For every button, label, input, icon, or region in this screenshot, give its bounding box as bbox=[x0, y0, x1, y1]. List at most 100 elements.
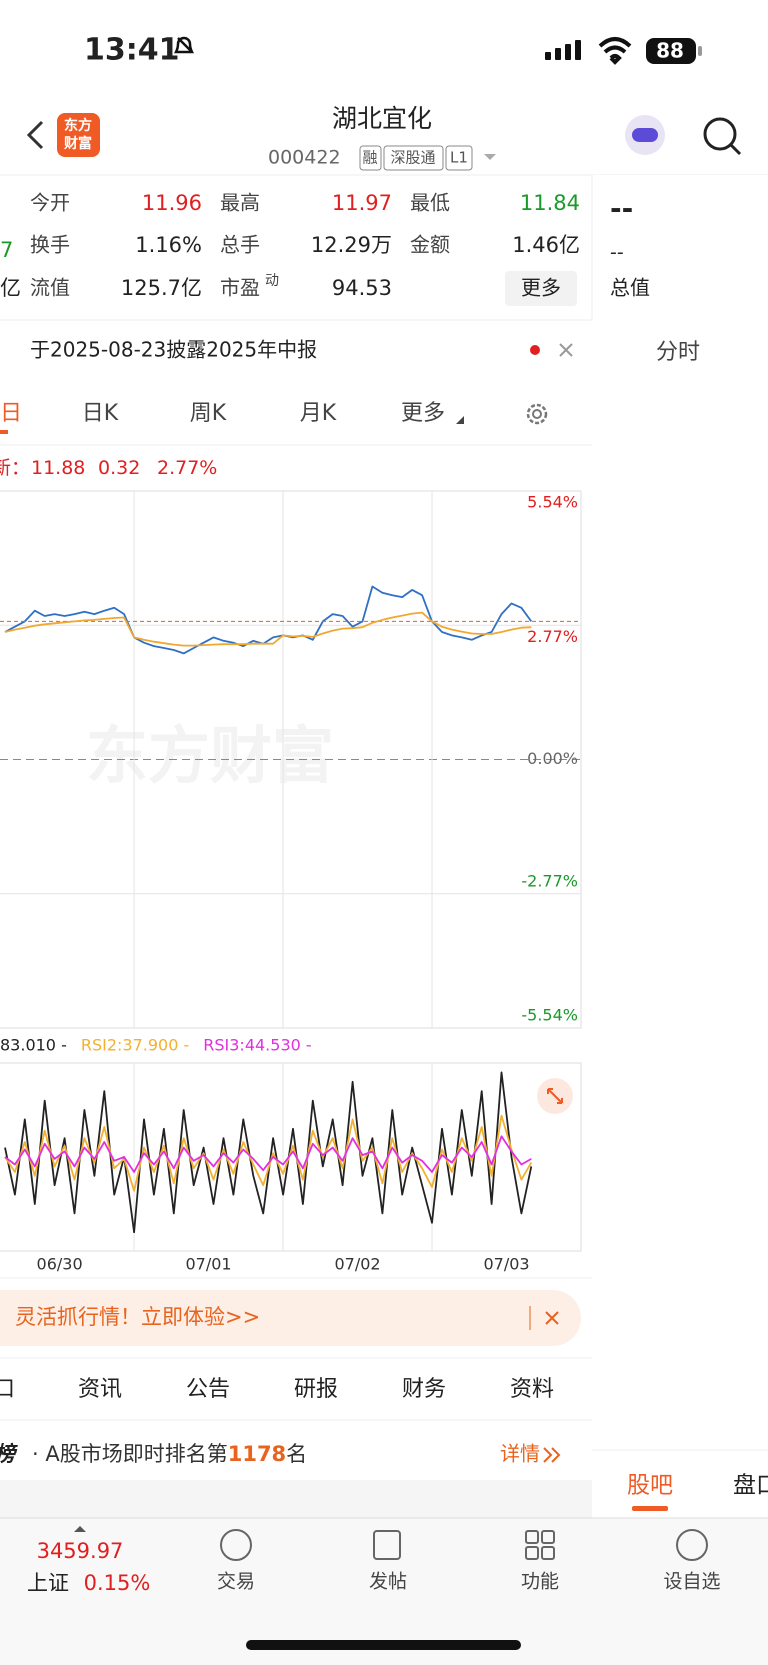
home-indicator bbox=[246, 1640, 521, 1650]
series-line bbox=[4, 585, 533, 655]
back-button[interactable] bbox=[26, 120, 44, 150]
rank-line: 榜 · A股市场即时排名第1178名 bbox=[0, 1442, 307, 1466]
info-tab[interactable]: 研报 bbox=[294, 1377, 338, 1402]
nav-label[interactable]: 发帖 bbox=[369, 1571, 407, 1593]
partial-value: 亿 bbox=[0, 276, 21, 300]
x-tick-label: 07/01 bbox=[186, 1255, 232, 1274]
quote-value: 11.97 bbox=[332, 191, 392, 215]
period-tab[interactable]: 周K bbox=[190, 401, 227, 426]
close-icon[interactable] bbox=[559, 343, 573, 357]
y-tick-label: -5.54% bbox=[521, 1006, 578, 1025]
quote-value: 1.16% bbox=[135, 233, 202, 257]
up-arrow bbox=[74, 1526, 86, 1532]
x-tick-label: 07/02 bbox=[334, 1255, 380, 1274]
nav-label[interactable]: 交易 bbox=[217, 1571, 255, 1593]
settings-core bbox=[532, 409, 542, 419]
legend-entry: RSI3:44.530 - bbox=[203, 1036, 311, 1055]
tag: 融 bbox=[362, 149, 377, 167]
search-handle bbox=[729, 143, 742, 156]
quote-label: 最高 bbox=[220, 191, 260, 215]
legend-entry: 83.010 - bbox=[0, 1036, 67, 1055]
status-time: 13:41 bbox=[84, 33, 180, 68]
settings-icon[interactable] bbox=[526, 403, 548, 425]
latest-pct: 2.77% bbox=[157, 457, 217, 479]
dropdown-arrow[interactable] bbox=[484, 154, 496, 160]
info-tab[interactable]: 口 bbox=[0, 1377, 15, 1402]
info-tab[interactable]: 资讯 bbox=[78, 1377, 122, 1402]
banner[interactable] bbox=[0, 1290, 581, 1346]
nav-label[interactable]: 设自选 bbox=[663, 1571, 720, 1593]
latest-line: 新：11.88 0.32 2.77% bbox=[0, 457, 217, 479]
latest-price: 11.88 bbox=[31, 457, 85, 479]
quote-label: 最低 bbox=[410, 191, 450, 215]
y-tick-label: -2.77% bbox=[521, 871, 578, 890]
period-tab[interactable]: 月K bbox=[300, 401, 337, 426]
quote-sup: 动 bbox=[265, 273, 279, 289]
series-line bbox=[4, 1071, 533, 1234]
series-line bbox=[4, 1114, 533, 1192]
quote-value: 94.53 bbox=[332, 276, 392, 300]
notice-text[interactable]: 于2025-08-23披露2025年中报 bbox=[30, 338, 317, 362]
side-bottom-tab-active[interactable]: 股吧 bbox=[627, 1473, 673, 1499]
rank-link[interactable]: 详情 bbox=[500, 1442, 540, 1466]
logo-text: 财富 bbox=[63, 135, 92, 152]
function-icon bbox=[525, 1530, 555, 1560]
period-tab-active[interactable]: 日 bbox=[0, 401, 22, 426]
tag-box bbox=[359, 145, 382, 171]
side-price: -- bbox=[610, 192, 633, 225]
logo bbox=[57, 113, 100, 157]
quote-grid: 今开 11.96 最高 11.97 最低 11.84 换手 1.16% 总手 12.29万 金额 1.… bbox=[30, 191, 580, 301]
rank-number: 1178 bbox=[228, 1442, 286, 1466]
robot-visor bbox=[632, 128, 658, 142]
nav-items: 交易 发帖 功能 设自选 bbox=[217, 1571, 721, 1593]
wifi-icon bbox=[598, 37, 632, 65]
quote-value: 11.96 bbox=[142, 191, 202, 215]
side-value: -- bbox=[610, 242, 624, 264]
post-icon bbox=[373, 1530, 401, 1560]
banner-text[interactable]: 灵活抓行情！立即体验>> bbox=[15, 1305, 260, 1329]
rank-text: · A股市场即时排名第 bbox=[32, 1442, 228, 1466]
period-tab[interactable]: 更多 bbox=[401, 401, 445, 426]
period-tab[interactable]: 日K bbox=[82, 401, 119, 426]
partial-value: 7 bbox=[0, 238, 13, 262]
nav-label[interactable]: 功能 bbox=[521, 1571, 559, 1593]
battery-cap bbox=[698, 46, 702, 56]
quote-label: 金额 bbox=[410, 233, 450, 257]
latest-change: 0.32 bbox=[98, 457, 140, 479]
chevrons bbox=[543, 1447, 561, 1463]
info-tab[interactable]: 公告 bbox=[186, 1377, 230, 1402]
tag-box bbox=[445, 145, 473, 171]
x-tick-label: 07/03 bbox=[483, 1255, 529, 1274]
info-tab[interactable]: 财务 bbox=[402, 1377, 446, 1402]
info-tab[interactable]: 资料 bbox=[510, 1377, 554, 1402]
battery bbox=[646, 38, 696, 64]
watermark: 东方财富 bbox=[86, 719, 334, 792]
quote-value: 125.7亿 bbox=[121, 276, 202, 300]
latest-label: 新： bbox=[0, 457, 30, 479]
quote-value: 12.29万 bbox=[311, 233, 392, 257]
quote-label: 流值 bbox=[30, 276, 70, 300]
more-label[interactable]: 更多 bbox=[521, 276, 561, 300]
add-watch-icon bbox=[676, 1529, 708, 1561]
battery-level: 88 bbox=[656, 39, 684, 63]
y-tick-label: 2.77% bbox=[527, 627, 578, 646]
logo-text: 东方 bbox=[64, 117, 92, 134]
quote-label: 今开 bbox=[30, 191, 70, 215]
banner-close[interactable] bbox=[545, 1311, 559, 1325]
quote-value: 1.46亿 bbox=[512, 233, 580, 257]
more-button[interactable] bbox=[505, 271, 577, 306]
index-name[interactable]: 上证 bbox=[27, 1571, 69, 1595]
unread-dot bbox=[530, 345, 540, 355]
tag-box bbox=[383, 145, 444, 171]
series-line bbox=[4, 1135, 532, 1173]
search-icon[interactable] bbox=[703, 117, 737, 151]
mute-icon bbox=[173, 36, 195, 54]
stock-name: 湖北宜化 bbox=[332, 104, 432, 133]
index-value[interactable]: 3459.97 bbox=[37, 1539, 124, 1563]
side-tab[interactable]: 分时 bbox=[656, 340, 700, 365]
quote-value: 11.84 bbox=[520, 191, 580, 215]
spacer bbox=[0, 1480, 592, 1518]
trade-icon bbox=[220, 1529, 252, 1561]
index-pct[interactable]: 0.15% bbox=[84, 1571, 151, 1595]
side-bottom-tab[interactable]: 盘口 bbox=[733, 1473, 768, 1499]
